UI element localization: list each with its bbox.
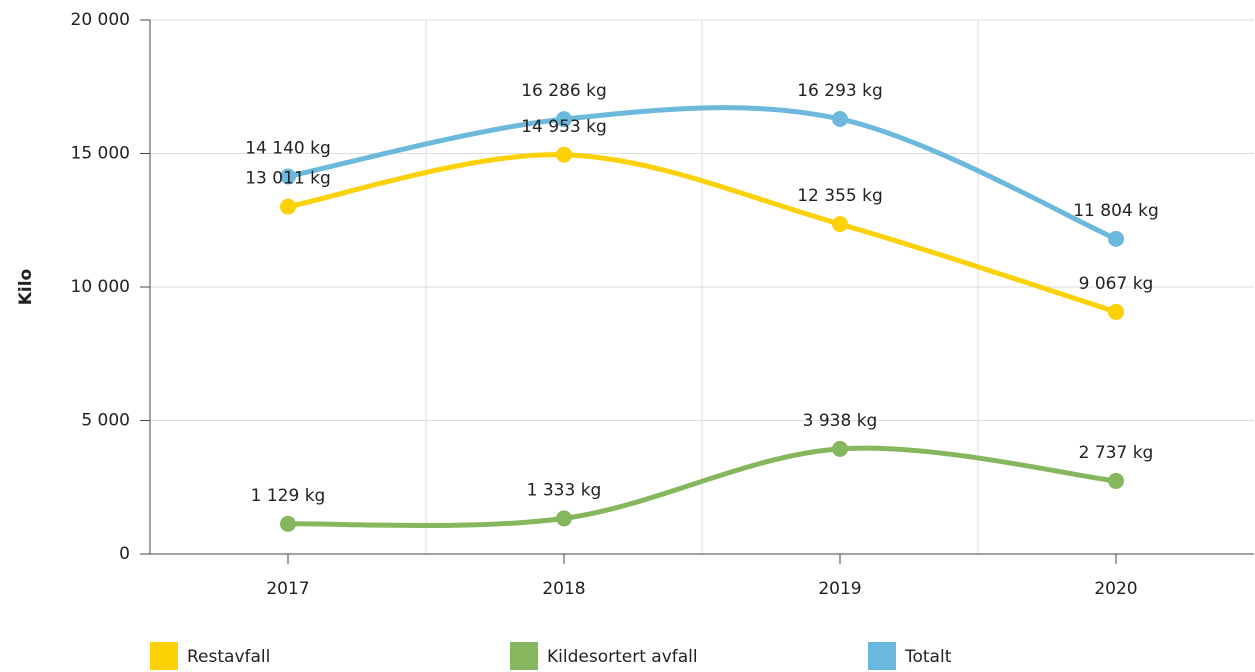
data-label: 14 953 kg [521,117,607,137]
x-tick-label: 2017 [266,579,309,599]
legend-label: Totalt [904,647,952,667]
point [556,146,572,163]
y-tick-label: 15 000 [71,144,130,164]
data-label: 13 011 kg [245,169,331,189]
data-label: 12 355 kg [797,186,883,206]
point [1108,472,1124,489]
x-tick-label: 2018 [542,579,585,599]
point [556,510,572,527]
data-label: 14 140 kg [245,138,331,158]
x-tick-label: 2019 [818,579,861,599]
y-axis-title: Kilo [16,269,36,306]
point [832,216,848,233]
legend-label: Restavfall [187,647,270,667]
point [832,110,848,127]
point [280,198,296,215]
data-label: 16 286 kg [521,81,607,101]
legend-label: Kildesortert avfall [547,647,698,667]
legend-swatch [510,642,538,670]
data-label: 1 333 kg [527,480,602,500]
point [556,111,572,128]
y-tick-label: 5 000 [81,411,130,431]
point [832,440,848,457]
line [287,152,1117,315]
legend-swatch [150,642,178,670]
y-tick-label: 0 [119,544,130,564]
data-label: 16 293 kg [797,81,883,101]
point [280,168,296,185]
point [1108,303,1124,320]
y-tick-label: 10 000 [71,277,130,297]
legend-swatch [868,642,896,670]
data-label: 1 129 kg [251,486,326,506]
point [1108,230,1124,247]
data-label: 2 737 kg [1079,443,1154,463]
data-label: 9 067 kg [1079,274,1154,294]
y-tick-label: 20 000 [71,10,130,30]
point [280,515,296,532]
line [287,105,1117,242]
line [287,445,1117,529]
data-label: 3 938 kg [803,411,878,431]
x-tick-label: 2020 [1094,579,1137,599]
data-label: 11 804 kg [1073,201,1159,221]
